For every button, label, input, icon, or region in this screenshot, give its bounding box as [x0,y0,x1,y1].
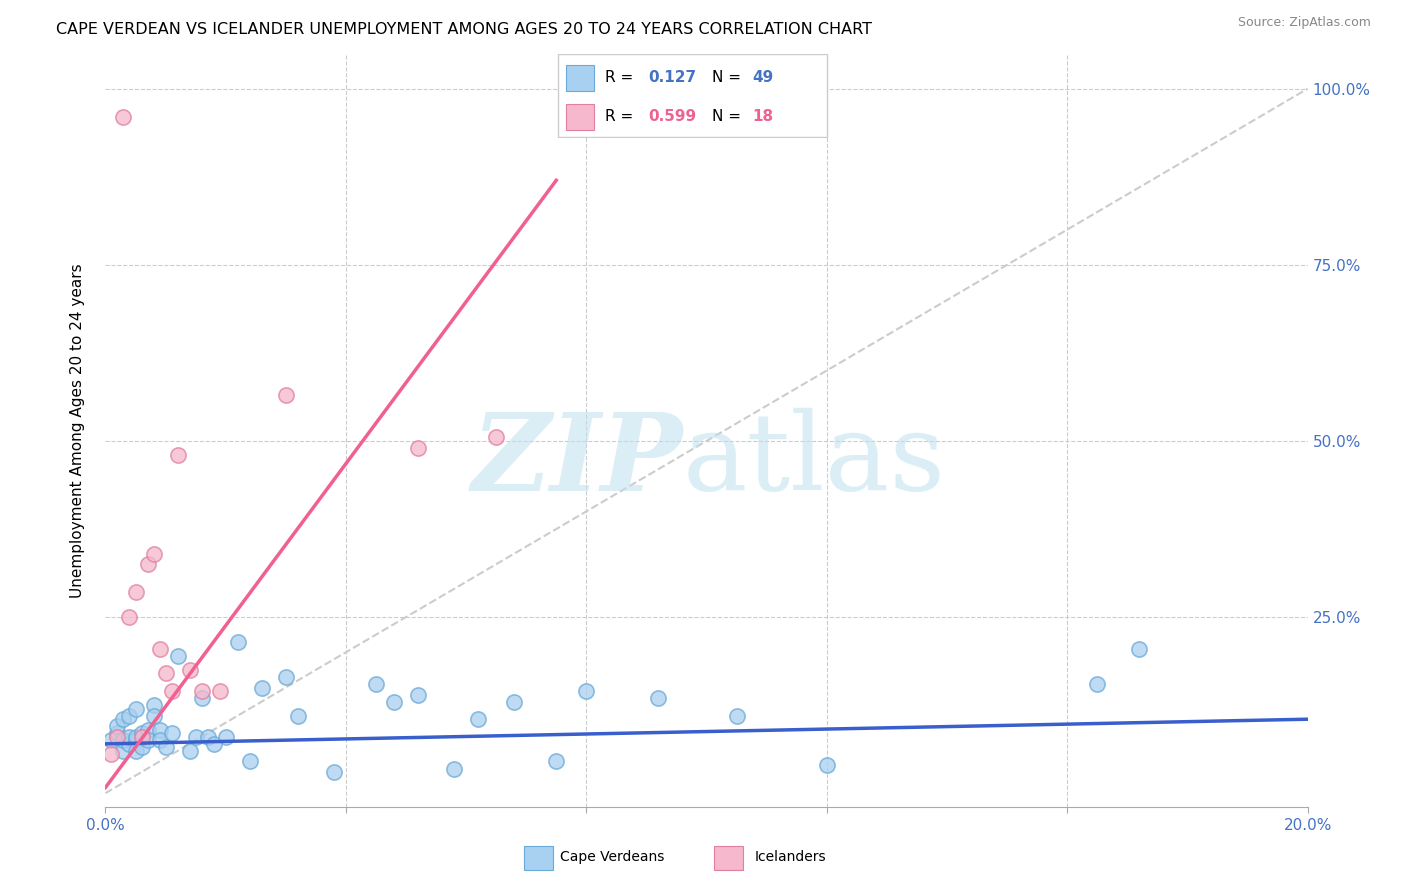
Point [148,641,170,656]
Point [364,677,387,691]
Text: ZIP: ZIP [471,408,682,514]
Point [118,730,141,744]
Point [202,737,225,751]
Point [406,688,429,702]
Text: R =: R = [605,109,638,124]
Text: 0.127: 0.127 [648,70,697,85]
FancyBboxPatch shape [714,846,744,871]
Point [725,708,748,723]
Point [815,758,838,772]
Point [166,648,188,663]
Point [124,733,146,747]
FancyBboxPatch shape [567,104,593,130]
Point [124,701,146,715]
Point [274,670,297,684]
Point [485,430,508,444]
Point [112,110,135,124]
Point [148,733,170,747]
Point [467,712,489,726]
Text: N =: N = [711,109,745,124]
Point [226,634,249,648]
Point [184,730,207,744]
Point [136,558,159,572]
Point [142,698,165,712]
Point [100,733,122,747]
Point [287,708,309,723]
Point [112,712,135,726]
Point [214,730,236,744]
Point [100,747,122,762]
Point [1128,641,1150,656]
Point [155,666,177,681]
Point [155,740,177,755]
Point [179,744,201,758]
Text: N =: N = [711,70,745,85]
Point [107,726,129,740]
Point [136,733,159,747]
Point [118,737,141,751]
Point [131,726,153,740]
Point [443,762,465,776]
Point [160,684,183,698]
Point [190,691,212,706]
Text: 0.599: 0.599 [648,109,697,124]
Text: R =: R = [605,70,638,85]
Point [503,695,526,709]
Point [131,740,153,755]
Text: atlas: atlas [682,408,945,513]
Point [118,610,141,624]
Point [131,730,153,744]
Point [142,708,165,723]
Point [142,547,165,561]
Point [179,663,201,677]
Point [208,684,231,698]
Point [197,730,219,744]
FancyBboxPatch shape [567,65,593,91]
Point [160,726,183,740]
Point [166,448,188,462]
Point [647,691,669,706]
FancyBboxPatch shape [558,54,827,137]
Point [124,744,146,758]
Text: 18: 18 [752,109,773,124]
FancyBboxPatch shape [524,846,553,871]
Text: Cape Verdeans: Cape Verdeans [561,850,665,864]
Point [124,585,146,599]
Point [107,719,129,733]
Point [575,684,598,698]
Point [148,723,170,737]
Point [406,441,429,455]
Text: Icelanders: Icelanders [754,850,825,864]
Text: 49: 49 [752,70,775,85]
Point [190,684,212,698]
Point [546,755,568,769]
Point [239,755,262,769]
Point [382,695,405,709]
Point [1085,677,1108,691]
Point [322,765,344,780]
Y-axis label: Unemployment Among Ages 20 to 24 years: Unemployment Among Ages 20 to 24 years [70,263,84,598]
Point [136,723,159,737]
Text: CAPE VERDEAN VS ICELANDER UNEMPLOYMENT AMONG AGES 20 TO 24 YEARS CORRELATION CHA: CAPE VERDEAN VS ICELANDER UNEMPLOYMENT A… [56,22,872,37]
Point [118,708,141,723]
Point [112,733,135,747]
Point [107,730,129,744]
Point [274,388,297,402]
Point [112,744,135,758]
Point [124,730,146,744]
Text: Source: ZipAtlas.com: Source: ZipAtlas.com [1237,16,1371,29]
Point [250,681,273,695]
